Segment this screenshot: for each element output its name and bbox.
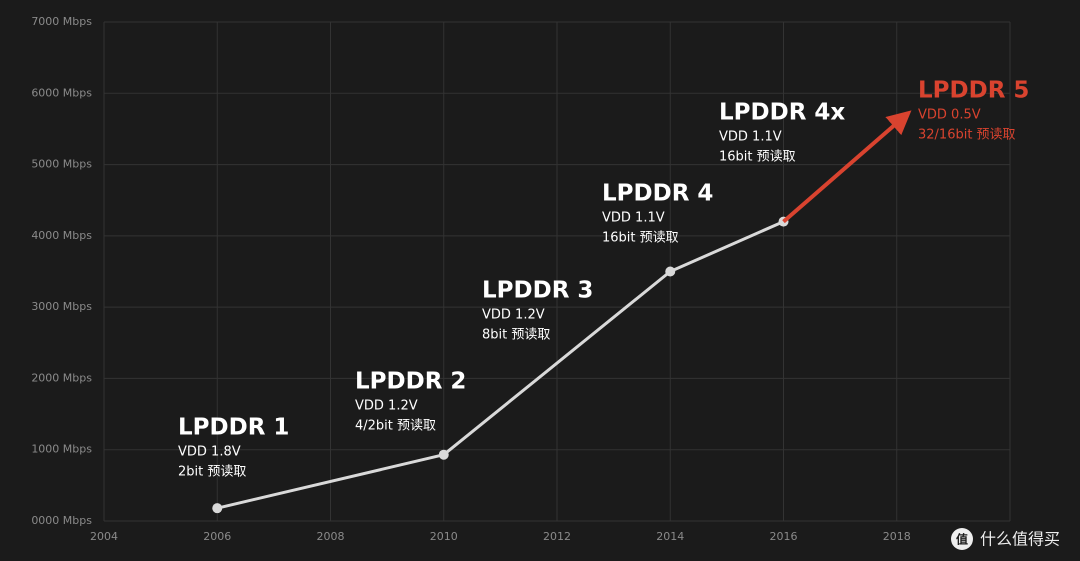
annotation-title: LPDDR 2	[355, 369, 466, 395]
annotation-line: VDD 1.2V	[482, 308, 545, 323]
x-tick-label: 2004	[90, 530, 118, 543]
annotation-line: 16bit 预读取	[602, 231, 679, 246]
annotation-line: 8bit 预读取	[482, 328, 550, 343]
y-tick-label: 7000 Mbps	[31, 15, 92, 28]
annotation-title: LPDDR 4	[602, 181, 713, 207]
annotation-line: VDD 1.8V	[178, 445, 241, 460]
annotation-line: 32/16bit 预读取	[918, 128, 1016, 143]
point	[212, 503, 223, 514]
x-tick-label: 2010	[430, 530, 458, 543]
point	[665, 266, 676, 277]
annotation-title: LPDDR 3	[482, 278, 593, 304]
annotation-title: LPDDR 4x	[719, 100, 845, 126]
x-tick-label: 2014	[656, 530, 684, 543]
annotation-title: LPDDR 1	[178, 415, 289, 441]
x-tick-label: 2006	[203, 530, 231, 543]
watermark-icon: 值	[956, 532, 968, 547]
x-tick-label: 2012	[543, 530, 571, 543]
y-tick-label: 3000 Mbps	[31, 300, 92, 313]
y-tick-label: 2000 Mbps	[31, 371, 92, 384]
annotation-line: VDD 1.2V	[355, 399, 418, 414]
y-tick-label: 6000 Mbps	[31, 86, 92, 99]
watermark: 什么值得买	[980, 530, 1060, 549]
annotation-line: VDD 1.1V	[719, 130, 782, 145]
y-tick-label: 4000 Mbps	[31, 229, 92, 242]
y-tick-label: 0000 Mbps	[31, 514, 92, 527]
x-tick-label: 2008	[317, 530, 345, 543]
x-tick-label: 2016	[770, 530, 798, 543]
annotation-line: 4/2bit 预读取	[355, 419, 436, 434]
y-tick-label: 5000 Mbps	[31, 158, 92, 171]
y-tick-label: 1000 Mbps	[31, 443, 92, 456]
annotation-line: 2bit 预读取	[178, 465, 246, 480]
annotation-line: VDD 0.5V	[918, 108, 981, 123]
watermark-icon-bg	[951, 528, 973, 550]
annotation-line: VDD 1.1V	[602, 211, 665, 226]
line	[216, 220, 785, 510]
annotation-line: 16bit 预读取	[719, 150, 796, 165]
arrow-line	[782, 110, 912, 224]
x-tick-label: 2018	[883, 530, 911, 543]
annotation-title: LPDDR 5	[918, 78, 1029, 104]
point	[438, 449, 449, 460]
